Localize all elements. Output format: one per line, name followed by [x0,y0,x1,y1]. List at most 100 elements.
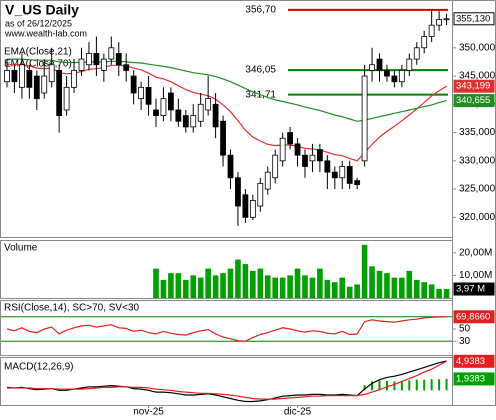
volume-bar [272,277,278,298]
volume-bar [443,289,450,298]
candle-body [93,53,100,66]
value-tag-label: 4,9383 [456,356,485,367]
value-tag [453,372,495,386]
candle-body [71,69,77,88]
candle-body [227,154,234,179]
candle-body [272,154,279,179]
candle-body [361,75,368,162]
candle-body [18,64,25,88]
candle-body [56,69,63,117]
volume-bar [317,268,323,298]
histogram-bar [423,379,426,391]
candle-body [11,69,18,83]
candle-body [160,98,167,117]
value-tag-label: 3,97 M [456,284,485,295]
volume-bar [212,275,219,298]
candle-body [421,36,428,49]
candle-body [354,180,361,185]
volume-bar [257,268,264,298]
volume-bar [421,282,427,298]
panel-title: RSI(Close,14), SC>70, SV<30 [4,303,140,314]
candle-body [235,177,241,207]
candle-body [48,64,55,83]
volume-bar [205,268,211,298]
candle-body [41,75,48,94]
volume-bar [168,273,174,298]
volume-bar [220,273,226,298]
candle-body [63,86,70,111]
histogram-bar [445,378,448,391]
y-tick-label: 10,00M [459,270,492,281]
volume-bar [413,279,420,298]
volume-bar [436,288,442,298]
candle-body [197,103,204,122]
volume-bar [324,279,331,298]
volume-bar [302,275,308,298]
candle-body [33,75,40,100]
volume-bar [183,279,189,298]
y-tick-label: 50 [459,324,471,335]
histogram-bar [438,379,441,391]
volume-bar [369,266,375,298]
volume-bar [391,277,398,298]
macd-line [7,360,447,400]
value-tag [453,354,495,368]
volume-bar [361,244,368,298]
y-tick-label: 325,000 [459,184,496,195]
volume-bar [309,277,316,298]
volume-bar [190,275,197,298]
volume-bar [339,277,346,298]
volume-bar [376,270,383,298]
candle-body [302,154,308,167]
x-tick-label: nov-25 [133,407,164,418]
candle-body [294,143,301,156]
candle-body [100,58,107,71]
histogram-bar [393,381,396,391]
value-tag [453,79,495,93]
volume-bar [250,270,256,298]
candle-body [324,160,331,173]
panel-title: MACD(12,26,9) [4,362,73,373]
value-tag [453,310,495,324]
y-tick-label: 345,000 [459,71,496,82]
legend-entry: EMA(Close,70) [4,59,72,70]
source: www.wealth-lab.com [4,28,87,38]
volume-bar [384,273,390,298]
candle-body [376,58,383,71]
panel-title: Volume [4,243,38,254]
candle-body [257,183,264,207]
candle-body [249,199,256,218]
ema-line [7,64,447,162]
volume-bar [346,286,353,298]
candle-body [309,154,316,162]
volume-bar [175,273,182,298]
candle-body [153,109,159,117]
legend-entry: EMA(Close,21) [4,47,72,58]
candle-body [115,53,122,66]
candle-body [436,19,443,26]
volume-bar [406,270,413,298]
y-tick-label: 30 [459,336,471,347]
volume-bar [294,268,301,298]
candle-body [26,69,33,88]
candle-body [138,86,145,100]
candle-body [346,166,353,184]
volume-bar [354,284,360,298]
candle-body [406,58,413,71]
histogram-bar [415,379,418,391]
candle-body [428,24,435,37]
chart-title: V_US Daily [5,2,79,18]
histogram-bar [408,380,411,391]
volume-bar [153,268,159,298]
histogram-bar [371,381,374,391]
candle-body [316,149,323,162]
candle-body [369,64,375,71]
value-tag-label: 1,9383 [456,373,485,384]
candle-body [331,171,338,179]
candle-body [391,75,398,83]
histogram-bar [400,380,403,391]
candle-body [339,166,346,179]
candle-body [287,132,294,145]
candle-body [279,137,286,162]
